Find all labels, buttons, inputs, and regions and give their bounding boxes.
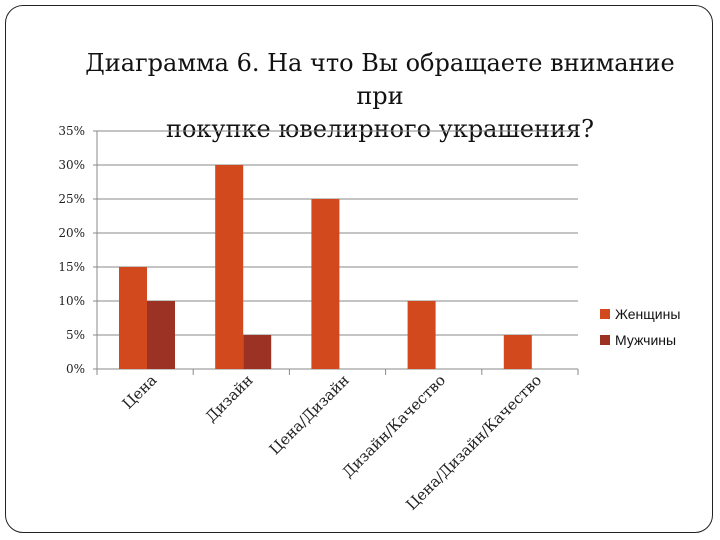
bar-women [215,165,244,369]
bar-women [407,301,436,369]
bar-women [503,335,532,369]
x-category-label: Дизайн [202,371,257,426]
bar-women [311,199,340,369]
y-tick-label: 10% [58,294,85,308]
legend-swatch [600,309,610,319]
legend-label: Женщины [615,306,680,322]
legend-swatch [600,335,610,345]
chart-title-line-1: Диаграмма 6. На что Вы обращаете внимани… [85,49,675,110]
bar-men [147,301,175,369]
chart-title: Диаграмма 6. На что Вы обращаете внимани… [60,47,700,146]
y-tick-label: 5% [66,328,85,342]
y-tick-label: 30% [58,158,85,172]
x-category-label: Цена [119,371,161,413]
x-category-label: Цена/Дизайн [266,371,353,458]
legend-label: Мужчины [615,332,676,348]
y-tick-label: 20% [58,226,85,240]
bar-women [119,267,147,369]
y-tick-label: 25% [58,192,85,206]
bar-men [243,335,272,369]
y-tick-label: 15% [58,260,85,274]
y-tick-label: 35% [58,124,85,138]
chart-title-line-2: покупке ювелирного украшения? [165,115,594,143]
x-category-label: Дизайн/Качество [339,371,449,481]
y-tick-label: 0% [66,362,85,376]
